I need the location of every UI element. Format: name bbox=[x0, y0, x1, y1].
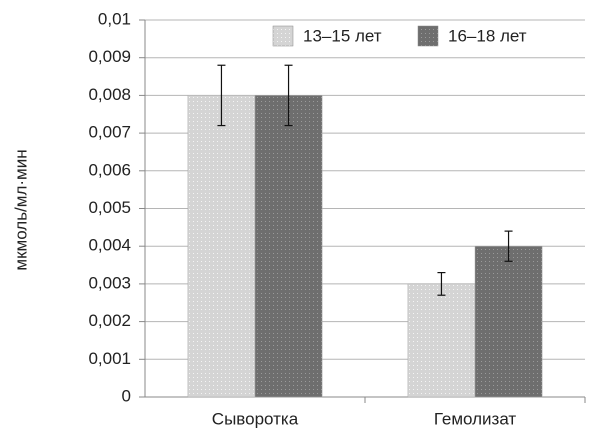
y-tick-label: 0,006 bbox=[88, 160, 131, 179]
bar bbox=[407, 283, 476, 398]
bar bbox=[254, 95, 323, 398]
error-bar bbox=[284, 64, 293, 127]
x-tick-label: Сыворотка bbox=[212, 409, 299, 428]
legend-label: 16–18 лет bbox=[448, 26, 527, 45]
y-tick-label: 0,004 bbox=[88, 236, 131, 255]
y-tick-label: 0,009 bbox=[88, 47, 131, 66]
y-tick-label: 0,008 bbox=[88, 85, 131, 104]
legend-swatch bbox=[417, 25, 439, 47]
error-bar bbox=[504, 230, 513, 262]
y-tick-label: 0,007 bbox=[88, 123, 131, 142]
y-tick-label: 0,002 bbox=[88, 311, 131, 330]
error-bar bbox=[437, 271, 446, 296]
legend-swatch bbox=[272, 25, 294, 47]
error-bar bbox=[217, 64, 226, 127]
y-tick-label: 0,005 bbox=[88, 198, 131, 217]
y-tick-label: 0,01 bbox=[98, 9, 131, 28]
y-tick-label: 0 bbox=[122, 386, 131, 405]
y-tick-label: 0,003 bbox=[88, 273, 131, 292]
y-tick-label: 0,001 bbox=[88, 349, 131, 368]
bar bbox=[474, 245, 543, 398]
bar bbox=[187, 95, 256, 398]
legend-label: 13–15 лет bbox=[303, 26, 382, 45]
x-tick-label: Гемолизат bbox=[434, 409, 517, 428]
y-axis-label: мкмоль/мл·мин bbox=[11, 149, 30, 270]
